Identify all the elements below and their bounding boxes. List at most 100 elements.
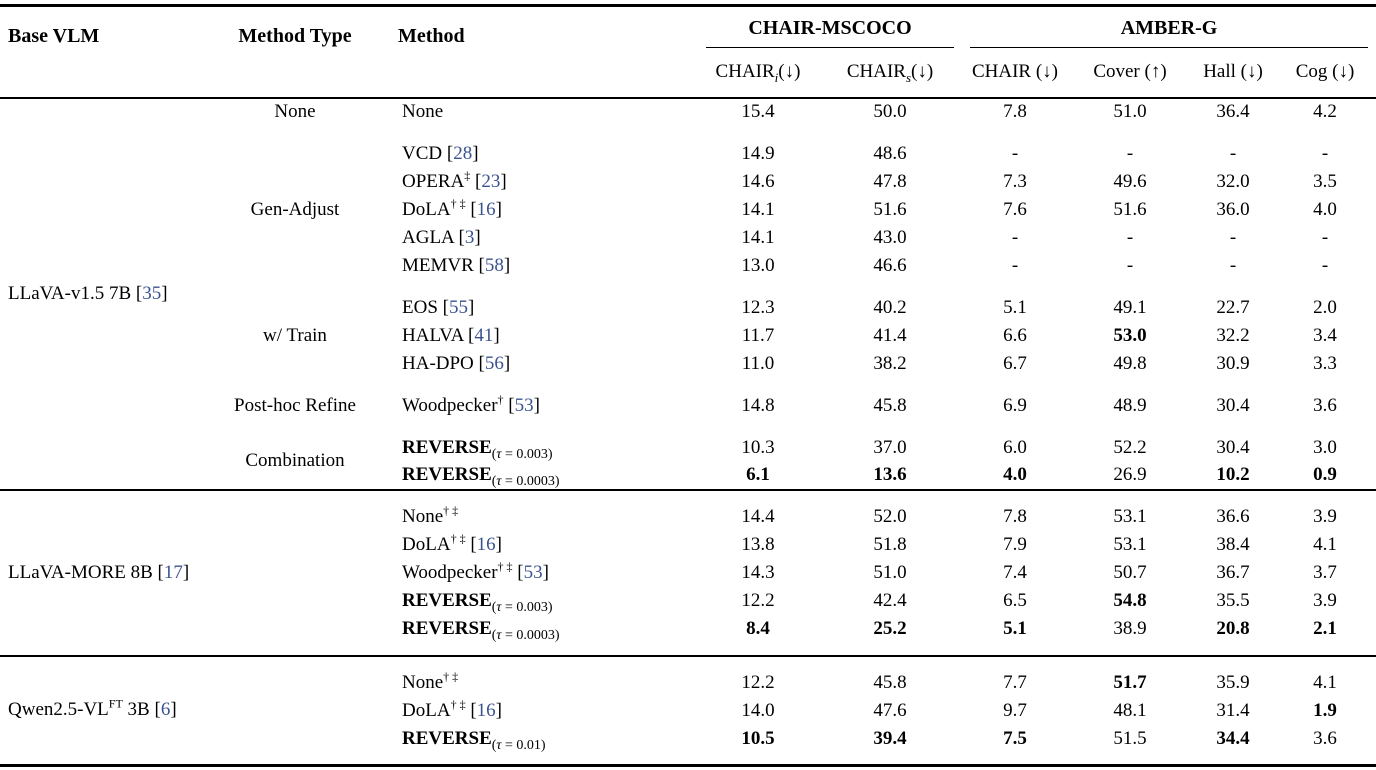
method-type-cell: Gen-Adjust: [250, 198, 340, 220]
method-name: None: [402, 505, 444, 527]
method-name: None: [402, 671, 444, 693]
table-row: DoLA† ‡ [16] 14.0 47.6 9.7 48.1 31.4 1.9: [0, 697, 1376, 725]
metric-value-cell: 20.8: [1216, 617, 1250, 639]
metric-value-cell: -: [1126, 142, 1134, 164]
citation-link[interactable]: 17: [163, 561, 183, 583]
dagger-superscript: † ‡: [443, 503, 459, 518]
metric-value-cell: -: [1229, 226, 1237, 248]
table-row: Combination REVERSE(τ = 0.003) 10.3 37.0 6.0…: [0, 434, 1376, 472]
metric-header-row: CHAIRi(↓) CHAIRs(↓) CHAIR (↓) Cover (↑) Hall…: [0, 47, 1376, 99]
method-type-cell: [200, 503, 390, 643]
table-row: REVERSE(τ = 0.01) 10.5 39.4 7.5 51.5 34.4 3.6: [0, 725, 1376, 753]
citation-link[interactable]: 35: [142, 282, 162, 304]
metric-column-header: Hall (↓): [1192, 47, 1274, 99]
metric-value-cell: -: [1321, 226, 1329, 248]
metric-value-cell: 30.9: [1216, 352, 1250, 374]
metric-column-header: CHAIRs(↓): [818, 47, 962, 99]
citation-link[interactable]: 58: [484, 254, 504, 276]
spacer-row: [0, 280, 1376, 294]
citation-link[interactable]: 28: [453, 142, 473, 164]
table-row: AGLA [3] 14.1 43.0 - - - -: [0, 224, 1376, 252]
method-cell: AGLA [3]: [402, 226, 481, 248]
metric-value-cell: 6.7: [1003, 352, 1027, 374]
metric-value-cell: 6.1: [746, 464, 770, 485]
metric-value-cell: 6.6: [1003, 324, 1027, 346]
metric-value-cell: 4.2: [1274, 96, 1376, 126]
table-row: Woodpecker† ‡ [53] 14.3 51.0 7.4 50.7 36.7 3.7: [0, 559, 1376, 587]
table-row: w/ Train EOS [55] 12.3 40.2 5.1 49.1 22.7 2.0: [0, 294, 1376, 346]
metric-value-cell: 32.0: [1216, 170, 1250, 192]
table-row: LLaVA-v1.5 7B [35] None None 15.4 50.0 7.8 51.…: [0, 96, 1376, 490]
metric-value-cell: 38.2: [873, 352, 907, 374]
metric-value-cell: 8.4: [746, 617, 770, 639]
metric-value-cell: -: [1011, 142, 1019, 164]
tau-subscript: (τ = 0.0003): [491, 627, 560, 643]
metric-value-cell: 50.0: [818, 96, 962, 126]
method-cell: EOS [55]: [402, 296, 475, 318]
table-row: None† ‡ 12.2 45.8 7.7 51.7 35.9 4.1: [0, 669, 1376, 697]
metric-value-cell: 35.5: [1216, 589, 1250, 611]
metric-value-cell: 22.7: [1216, 296, 1250, 318]
method-name: AGLA: [402, 226, 454, 248]
metric-value-cell: 13.0: [741, 254, 775, 276]
method-name: OPERA: [402, 170, 465, 192]
method-type-cell: w/ Train: [263, 324, 327, 346]
spacer: [200, 126, 1376, 140]
group-header-chair-mscoco: CHAIR-MSCOCO: [698, 6, 962, 48]
metric-value-cell: 11.0: [741, 352, 775, 374]
citation-link[interactable]: 16: [476, 533, 496, 555]
metric-value-cell: 7.3: [1003, 170, 1027, 192]
vlm-section: LLaVA-MORE 8B [17] None† ‡ 14.4 52.0 7.8 53.1…: [0, 488, 1376, 656]
citation-link[interactable]: 3: [464, 226, 475, 248]
column-header-method-type: Method Type: [200, 5, 390, 99]
citation-link[interactable]: 53: [523, 561, 543, 583]
method-name: MEMVR: [402, 254, 474, 276]
citation-link[interactable]: 53: [514, 394, 534, 416]
method-cell: None† ‡: [390, 669, 698, 697]
metric-value-cell: 6.5: [1003, 589, 1027, 611]
citation-link[interactable]: 55: [448, 296, 468, 318]
citation-link[interactable]: 23: [481, 170, 501, 192]
table-row: Post-hoc Refine Woodpecker† [53] 14.8 45.8 6…: [0, 392, 1376, 420]
table-row: OPERA‡ [23] 14.6 47.8 7.3 49.6 32.0 3.5: [0, 168, 1376, 196]
metric-value-cell: 54.8: [1113, 589, 1147, 611]
citation-link[interactable]: 16: [476, 198, 496, 220]
metric-value-cell: 4.0: [1003, 464, 1027, 485]
metric-value-cell: -: [1011, 254, 1019, 276]
metric-value-cell: 45.8: [873, 394, 907, 416]
table-row: REVERSE(τ = 0.0003) 8.4 25.2 5.1 38.9 20.8 2.1: [0, 615, 1376, 643]
metric-value-cell: 12.2: [741, 671, 775, 693]
method-type-cell: Post-hoc Refine: [234, 394, 356, 416]
citation-link[interactable]: 56: [484, 352, 504, 374]
metric-value-cell: 7.8: [1003, 505, 1027, 527]
method-name: REVERSE: [402, 727, 492, 749]
spacer: [200, 280, 1376, 294]
tau-subscript: (τ = 0.003): [491, 599, 553, 615]
table-row: HA-DPO [56] 11.0 38.2 6.7 49.8 30.9 3.3: [0, 350, 1376, 378]
citation-link[interactable]: 41: [474, 324, 494, 346]
dagger-superscript: ‡: [464, 168, 471, 183]
metric-value-cell: -: [1126, 226, 1134, 248]
metric-value-cell: 36.6: [1216, 505, 1250, 527]
citation-link[interactable]: 6: [160, 699, 171, 721]
metric-value-cell: 53.1: [1113, 505, 1147, 527]
metric-value-cell: 14.6: [741, 170, 775, 192]
metric-value-cell: 48.1: [1113, 699, 1147, 721]
metric-value-cell: 34.4: [1216, 727, 1250, 749]
metric-value-cell: 12.2: [741, 589, 775, 611]
metric-value-cell: 3.6: [1313, 727, 1337, 749]
method-type-cell: Combination: [245, 450, 345, 471]
table-row: HALVA [41] 11.7 41.4 6.6 53.0 32.2 3.4: [0, 322, 1376, 350]
method-cell: REVERSE(τ = 0.0003): [390, 615, 698, 643]
method-name: Woodpecker: [402, 394, 498, 416]
metric-value-cell: 51.6: [873, 198, 907, 220]
metric-value-cell: 14.4: [741, 505, 775, 527]
metric-value-cell: 14.1: [741, 198, 775, 220]
metric-value-cell: -: [1229, 254, 1237, 276]
metric-value-cell: 7.5: [1003, 727, 1027, 749]
metric-value-cell: 7.8: [962, 96, 1068, 126]
metric-value-cell: 7.6: [1003, 198, 1027, 220]
citation-link[interactable]: 16: [476, 699, 496, 721]
spacer-row: [0, 420, 1376, 434]
metric-value-cell: 48.9: [1113, 394, 1147, 416]
